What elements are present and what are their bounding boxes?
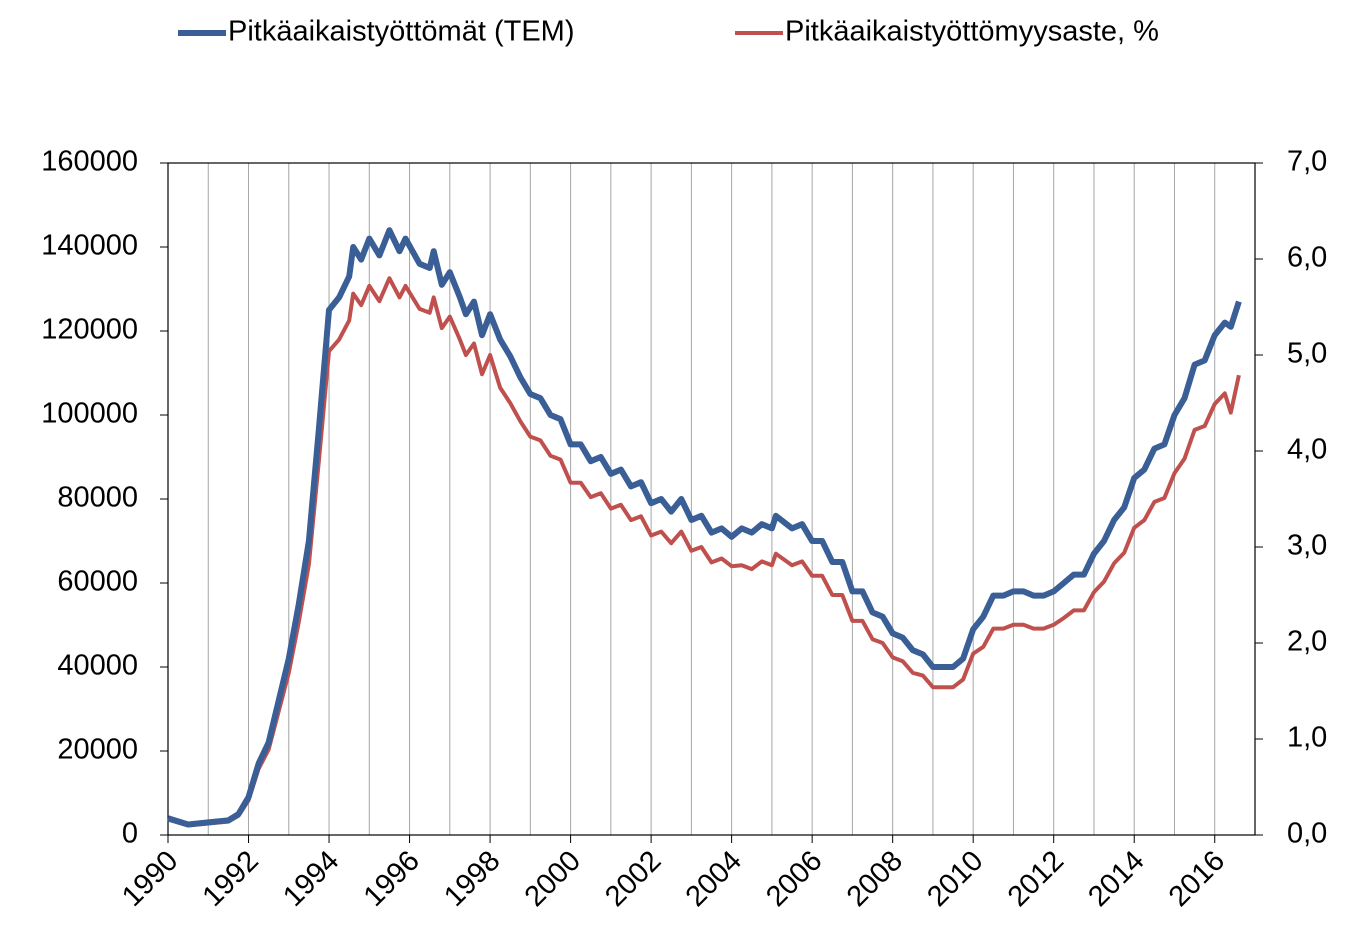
x-tick-label: 1994	[277, 845, 345, 913]
y2-tick-label: 2,0	[1287, 626, 1327, 658]
legend-label: Pitkäaikaistyöttömät (TEM)	[228, 16, 574, 48]
y-tick-label: 100000	[41, 398, 138, 430]
x-tick-label: 2016	[1163, 845, 1231, 913]
x-tick-label: 1996	[358, 845, 426, 913]
y-tick-label: 120000	[41, 314, 138, 346]
plot-frame	[167, 162, 1256, 836]
y-tick-label: 60000	[57, 566, 138, 598]
x-tick-label: 2008	[841, 845, 909, 913]
x-tick-label: 2010	[921, 845, 989, 913]
x-tick-label: 1990	[116, 845, 184, 913]
x-tick-label: 2004	[680, 845, 748, 913]
x-tick-label: 2012	[1002, 845, 1070, 913]
y2-tick-label: 7,0	[1287, 146, 1327, 178]
y-tick-label: 140000	[41, 230, 138, 262]
y2-tick-label: 0,0	[1287, 818, 1327, 850]
y-tick-label: 40000	[57, 650, 138, 682]
x-tick-label: 2000	[519, 845, 587, 913]
legend-label: Pitkäaikaistyöttömyysaste, %	[785, 16, 1159, 48]
x-tick-label: 2006	[760, 845, 828, 913]
y2-tick-label: 6,0	[1287, 242, 1327, 274]
y-tick-label: 0	[122, 818, 138, 850]
series-line	[167, 227, 1242, 828]
y-tick-label: 80000	[57, 482, 138, 514]
y-tick-label: 160000	[41, 146, 138, 178]
x-tick-label: 1998	[438, 845, 506, 913]
x-tick-label: 1992	[197, 845, 265, 913]
x-tick-label: 2014	[1082, 845, 1150, 913]
y2-tick-label: 5,0	[1287, 338, 1327, 370]
y2-tick-label: 1,0	[1287, 722, 1327, 754]
x-tick-label: 2002	[599, 845, 667, 913]
y2-tick-label: 3,0	[1287, 530, 1327, 562]
y-tick-label: 20000	[57, 734, 138, 766]
y2-tick-label: 4,0	[1287, 434, 1327, 466]
series-line	[167, 276, 1241, 828]
